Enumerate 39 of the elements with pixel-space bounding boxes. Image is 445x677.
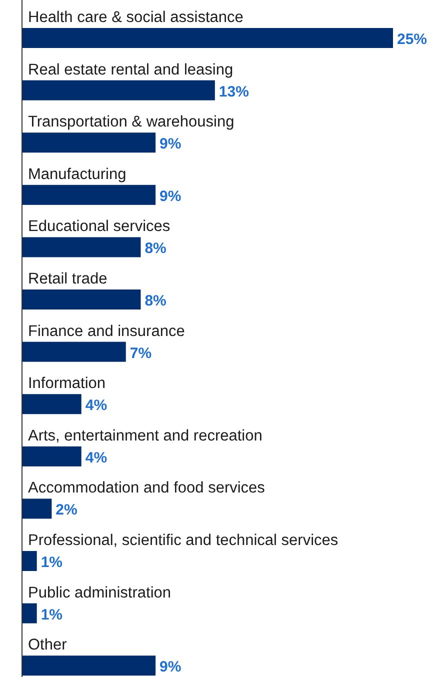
bar — [22, 394, 82, 414]
y-tick-label: Information — [28, 375, 106, 392]
data-label: 25% — [397, 31, 428, 48]
y-tick-label: Finance and insurance — [28, 322, 185, 340]
bar — [22, 28, 393, 48]
y-tick-label: Health care & social assistance — [28, 9, 244, 26]
bar — [22, 498, 52, 519]
y-tick-label: Public administration — [28, 584, 172, 602]
data-label: 9% — [160, 658, 182, 676]
bar — [22, 80, 215, 100]
bar — [22, 237, 141, 258]
bar — [22, 132, 156, 153]
y-tick-label: Arts, entertainment and recreation — [28, 427, 262, 444]
bar — [22, 656, 156, 676]
y-tick-label: Other — [28, 636, 67, 654]
y-tick-label: Professional, scientific and technical services — [28, 532, 338, 549]
bar — [22, 184, 156, 205]
y-tick-label: Transportation & warehousing — [28, 114, 234, 131]
data-label: 1% — [40, 606, 63, 624]
bar — [22, 603, 37, 624]
data-label: 4% — [85, 449, 108, 466]
data-label: 1% — [40, 554, 63, 571]
data-label: 8% — [144, 292, 166, 310]
data-label: 2% — [56, 502, 78, 519]
bar — [22, 342, 126, 362]
data-label: 9% — [160, 188, 182, 205]
y-tick-label: Retail trade — [28, 270, 108, 288]
data-label: 8% — [144, 240, 166, 258]
data-label: 7% — [130, 344, 152, 362]
data-label: 9% — [160, 136, 182, 153]
y-tick-label: Real estate rental and leasing — [28, 61, 234, 78]
y-tick-label: Educational services — [28, 218, 170, 236]
bar — [22, 290, 141, 310]
bar — [22, 446, 82, 466]
data-label: 13% — [218, 83, 249, 100]
bar — [22, 551, 37, 571]
y-tick-label: Accommodation and food services — [28, 480, 266, 497]
y-tick-label: Manufacturing — [28, 166, 126, 183]
data-label: 4% — [85, 397, 108, 414]
